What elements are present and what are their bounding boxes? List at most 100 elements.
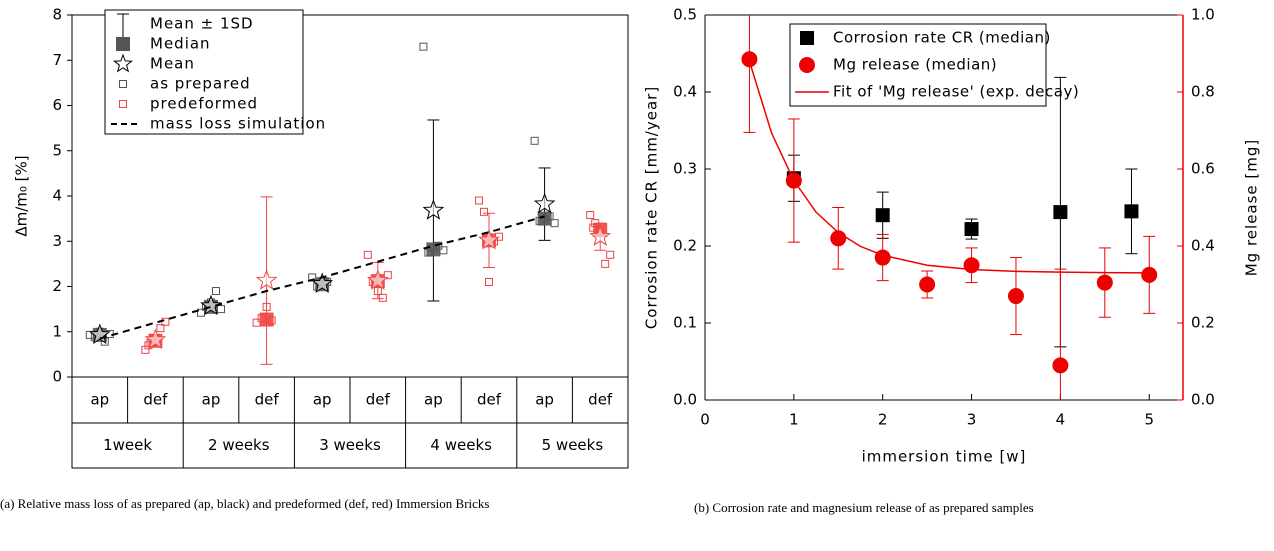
data-point [475,196,483,205]
mean-marker [422,199,445,220]
figure: 0 1 2 3 4 5 6 7 8 Δm/m₀ [%] 1week 2 weeks 3 weeks 4 w… [13,6,1261,469]
x-tick-label: 2 [878,411,888,429]
group-label: 3 weeks [319,436,381,454]
x-tick-label: 1 [789,411,799,429]
legend-symbol [799,57,815,73]
data-point [156,324,165,333]
y2-axis-label: Mg release [mg] [1243,139,1261,277]
mean-marker [478,228,500,250]
y-tick-label: 6 [52,96,62,114]
category-label: def [255,391,280,409]
data-point [1096,274,1113,291]
simulation-line [99,215,545,340]
y-tick-label: 4 [52,187,62,205]
group-label: 2 weeks [208,436,270,454]
legend-frame [104,9,304,135]
legend-label: Fit of 'Mg release' (exp. decay) [833,83,1079,101]
legend-symbol [800,31,814,45]
data-point [964,222,979,237]
fit-line [748,60,1150,274]
legend-label: Mean ± 1SD [150,15,254,33]
median-marker [259,312,274,327]
data-point [252,318,261,327]
mean-marker [366,269,389,290]
mean-marker [255,269,278,290]
legend-label: as prepared [150,75,251,93]
y-axis-label: Δm/m₀ [%] [13,155,31,236]
group-label: 4 weeks [430,436,492,454]
y-tick-label: 2 [52,277,62,295]
category-label: ap [424,391,443,409]
x-tick-label: 3 [967,411,977,429]
legend-symbol [116,37,130,51]
legend-symbol [119,100,127,108]
group-label: 1week [103,436,152,454]
mean-marker [311,272,334,294]
data-point [1124,204,1139,219]
y-tick-label: 0.1 [673,314,697,332]
mean-marker [144,328,167,350]
y-tick-label: 0.2 [673,237,697,255]
y2-tick-label: 0.6 [1191,160,1215,178]
mean-marker [589,225,612,246]
category-label: def [143,391,168,409]
y2-tick-label: 0.0 [1191,391,1215,409]
y-tick-label: 8 [52,6,62,24]
category-label: ap [90,391,109,409]
legend-label: Mg release (median) [833,56,997,74]
data-point [1052,357,1069,374]
mean-marker [88,323,111,345]
legend-label: predeformed [150,95,258,113]
data-point [1053,205,1068,220]
x-tick-label: 5 [1144,411,1154,429]
y-tick-label: 0.3 [673,160,697,178]
y-tick-label: 7 [52,51,62,69]
y-tick-label: 0 [52,368,62,386]
data-point [419,42,428,51]
data-point [1141,266,1158,283]
category-label: ap [313,391,332,409]
median-marker [537,211,552,226]
data-point [480,207,488,216]
category-label: ap [202,391,221,409]
legend-label: mass loss simulation [150,115,326,133]
data-point [919,276,936,293]
data-point [1007,288,1024,305]
caption: (b) Corrosion rate and magnesium release… [694,500,1034,515]
data-point [262,302,271,311]
group-label: 5 weeks [542,436,604,454]
data-point [378,293,387,302]
legend-label: Median [150,35,211,53]
y-axis-label: Corrosion rate CR [mm/year] [643,86,661,329]
legend-symbol [119,80,127,88]
data-point [606,250,615,259]
data-point [741,51,758,68]
data-point [875,208,890,223]
data-point [439,246,448,255]
data-point [217,305,225,314]
y-tick-label: 0.0 [673,391,697,409]
data-point [485,277,493,286]
y-tick-label: 0.4 [673,83,697,101]
data-point [212,287,220,296]
plot-area [741,15,1158,400]
data-point [601,259,610,268]
y-tick-label: 1 [52,322,62,340]
x-axis-label: immersion time [w] [862,448,1027,466]
y-tick-label: 0.5 [673,6,697,24]
data-point [963,257,980,274]
legend-label: Mean [150,55,195,73]
category-label: def [366,391,391,409]
y-tick-label: 5 [52,141,62,159]
caption: (a) Relative mass loss of as prepared (a… [0,496,490,511]
y2-tick-label: 1.0 [1191,6,1215,24]
category-label: ap [535,391,554,409]
category-label: def [588,391,613,409]
data-point [363,250,372,259]
x-tick-label: 4 [1056,411,1066,429]
legend-symbol [113,53,133,73]
legend-frame [789,23,1047,107]
category-label: def [477,391,502,409]
mean-marker [533,192,556,214]
